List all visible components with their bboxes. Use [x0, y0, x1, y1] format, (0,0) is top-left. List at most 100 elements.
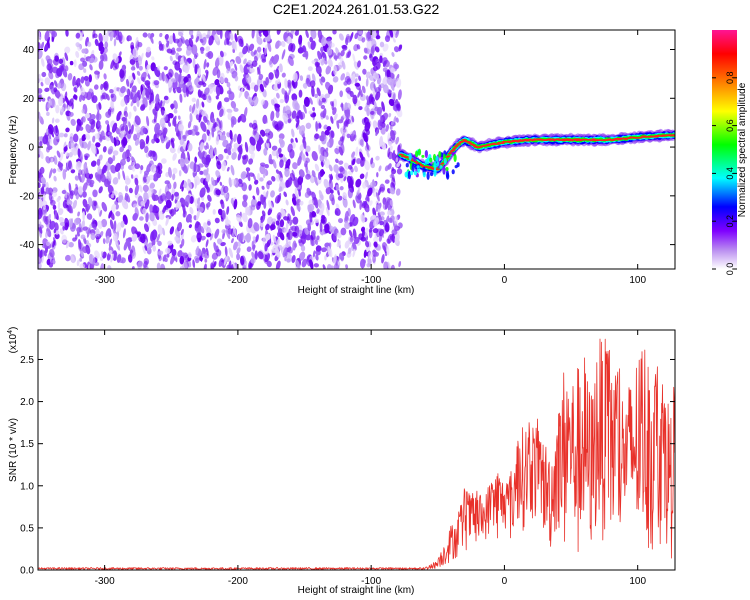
noise-speckle [148, 150, 153, 157]
noise-speckle [262, 191, 267, 198]
noise-speckle [296, 205, 302, 211]
noise-speckle [73, 87, 78, 93]
noise-speckle [194, 78, 200, 86]
noise-speckle [174, 61, 181, 71]
noise-speckle [198, 81, 204, 86]
noise-speckle [343, 119, 347, 130]
ridge-blob [439, 165, 443, 169]
noise-speckle [58, 96, 64, 107]
noise-speckle [292, 162, 298, 170]
noise-speckle [395, 136, 400, 145]
noise-speckle [80, 30, 84, 37]
noise-speckle [38, 111, 41, 121]
noise-speckle [50, 158, 54, 163]
noise-speckle [109, 134, 115, 144]
noise-speckle [129, 58, 136, 65]
noise-speckle [199, 142, 205, 152]
noise-speckle [78, 238, 82, 250]
noise-speckle [144, 170, 149, 176]
noise-speckle [142, 245, 146, 255]
noise-speckle [346, 78, 352, 85]
noise-speckle [159, 32, 163, 38]
noise-speckle [277, 224, 281, 230]
noise-speckle [335, 158, 339, 164]
noise-speckle [221, 210, 226, 220]
ridge-blob [430, 172, 434, 177]
noise-speckle [264, 44, 268, 56]
ridge-mark [500, 142, 505, 145]
noise-speckle [390, 121, 394, 126]
noise-speckle [324, 158, 331, 169]
ridge-mark [460, 140, 465, 143]
noise-speckle [124, 185, 129, 192]
noise-speckle [167, 121, 172, 127]
noise-speckle [324, 93, 330, 99]
noise-speckle [134, 115, 141, 126]
noise-speckle [354, 78, 358, 84]
noise-speckle [46, 140, 51, 151]
noise-speckle [375, 252, 379, 257]
noise-speckle [320, 202, 325, 213]
noise-speckle [216, 117, 222, 129]
noise-speckle [143, 260, 148, 269]
noise-speckle [305, 151, 309, 157]
noise-speckle [214, 57, 221, 68]
noise-speckle [246, 170, 251, 182]
noise-speckle [153, 167, 157, 174]
noise-speckle [298, 240, 305, 247]
noise-speckle [52, 240, 56, 248]
noise-speckle [235, 56, 242, 65]
noise-speckle [205, 46, 211, 52]
noise-speckle [314, 198, 319, 209]
noise-speckle [321, 36, 327, 47]
noise-speckle [81, 134, 87, 142]
noise-speckle [311, 73, 316, 83]
noise-speckle [389, 187, 396, 195]
noise-speckle [343, 169, 347, 179]
noise-speckle [379, 211, 385, 216]
snr-y-axis-label: SNR (10 * v/v) [8, 418, 19, 482]
ridge-blob [454, 165, 458, 169]
noise-speckle [238, 87, 244, 99]
noise-speckle [205, 93, 212, 104]
noise-speckle [86, 213, 93, 220]
noise-speckle [271, 218, 277, 223]
noise-speckle [345, 35, 352, 43]
noise-speckle [308, 199, 314, 206]
noise-speckle [287, 79, 292, 89]
noise-speckle [397, 89, 402, 100]
noise-speckle [234, 33, 238, 43]
noise-speckle [72, 75, 76, 87]
noise-speckle [387, 261, 391, 269]
snr-plot-area [38, 330, 675, 570]
noise-speckle [388, 217, 393, 223]
noise-speckle [170, 103, 174, 110]
noise-speckle [275, 169, 280, 174]
noise-speckle [138, 184, 143, 193]
noise-speckle [127, 254, 133, 263]
noise-speckle [120, 125, 125, 132]
noise-speckle [94, 133, 101, 140]
noise-speckle [64, 254, 71, 262]
noise-speckle [51, 30, 58, 38]
noise-speckle [318, 144, 322, 155]
noise-speckle [325, 186, 332, 195]
ridge-blob [438, 151, 442, 158]
noise-speckle [346, 133, 351, 139]
noise-speckle [266, 260, 272, 268]
noise-speckle [72, 199, 78, 209]
colorbar: 0.0 0.2 0.4 0.6 0.8 Normalized spectral ampl… [712, 30, 748, 275]
noise-speckle [316, 235, 320, 241]
noise-speckle [263, 169, 267, 179]
noise-speckle [300, 245, 306, 252]
noise-speckle [354, 165, 358, 173]
noise-speckle [152, 151, 158, 162]
noise-speckle [156, 162, 163, 171]
noise-speckle [63, 133, 68, 138]
noise-speckle [219, 72, 225, 84]
snr-y-ticks: 0.0 0.5 1.0 1.5 2.0 2.5 [20, 355, 675, 577]
noise-speckle [394, 215, 398, 225]
noise-speckle [75, 42, 81, 48]
noise-speckle [100, 83, 104, 90]
